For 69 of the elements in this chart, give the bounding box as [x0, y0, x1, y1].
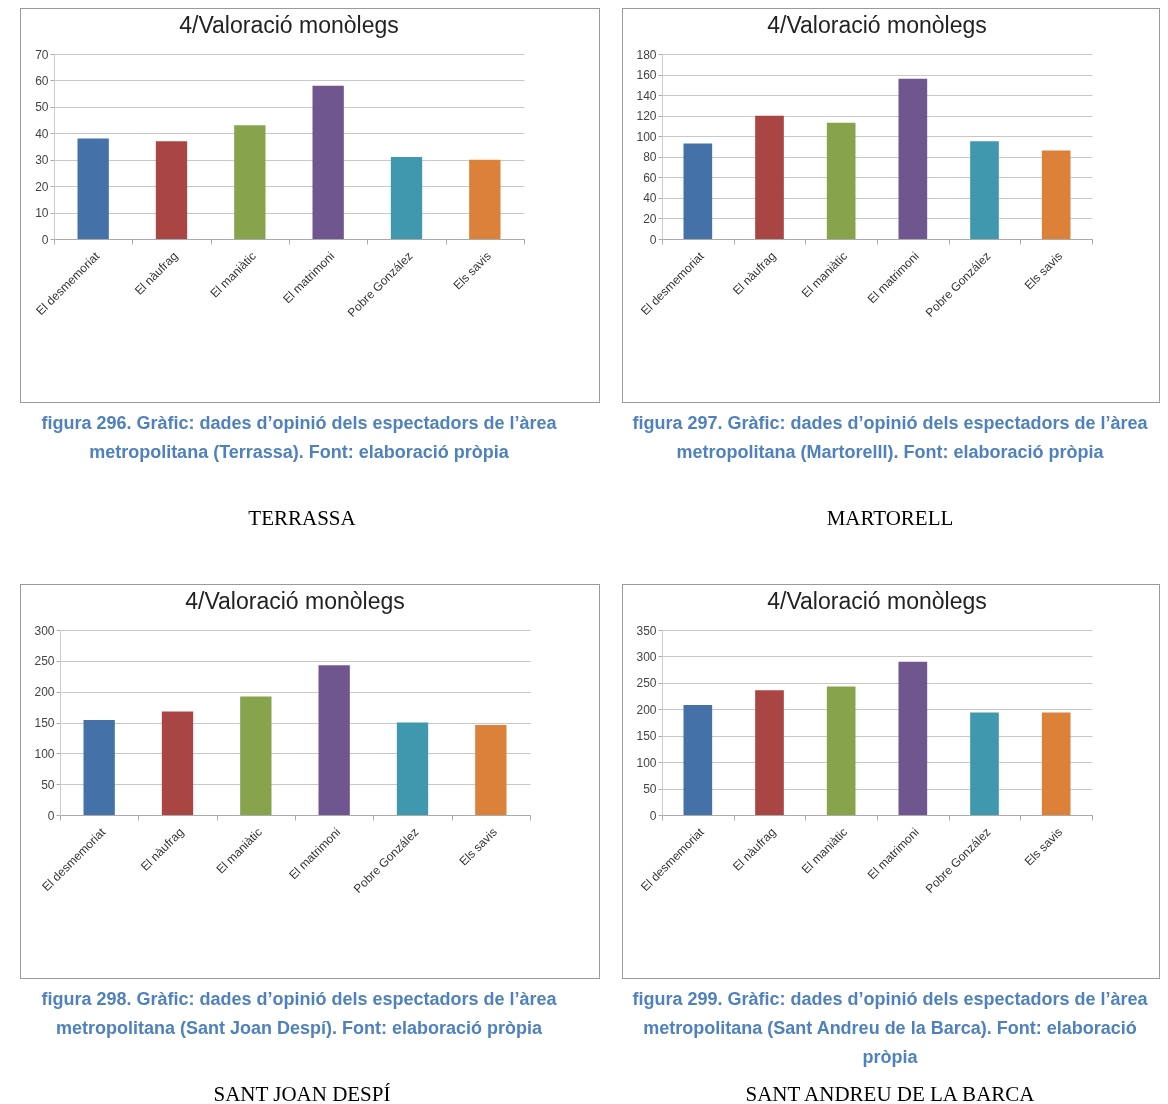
text: TERRASSA	[247, 506, 357, 530]
bar	[396, 722, 429, 815]
y-tick-label: 200	[34, 685, 55, 700]
bar	[469, 159, 501, 239]
y-tick-label: 50	[643, 782, 657, 797]
y-tick-label: 20	[35, 179, 49, 194]
y-tick-label: 30	[35, 153, 49, 168]
bar	[83, 720, 115, 815]
bar	[970, 141, 999, 239]
text: MARTORELL	[825, 506, 955, 530]
y-tick-label: 120	[636, 109, 657, 124]
text: figura 297. Gràfic: dades d’opinió dels espectadors de l’àrea metropolitana (Martorelll). Font: elaboració pròpia	[631, 412, 1149, 464]
bar	[898, 661, 928, 815]
bar	[77, 138, 109, 239]
text: figura 296. Gràfic: dades d’opinió dels espectadors de l’àrea metropolitana (Terrassa). Font: elaboració pròpia	[40, 412, 558, 464]
bar	[755, 690, 784, 815]
y-tick-label: 180	[636, 47, 657, 62]
bar	[155, 141, 188, 239]
y-tick-label: 20	[643, 211, 657, 226]
chart-title: 4/Valoració monòlegs	[767, 12, 987, 38]
bar	[683, 705, 713, 815]
bar	[390, 157, 423, 239]
y-tick-label: 0	[41, 232, 49, 247]
text: figura 299. Gràfic: dades d’opinió dels espectadors de l’àrea metropolitana (Sant Andreu de la Barca). Font: elaboració pròpia	[631, 988, 1149, 1069]
bar	[161, 711, 194, 815]
bar	[234, 125, 266, 239]
y-tick-label: 60	[35, 73, 49, 88]
y-tick-label: 50	[35, 100, 49, 115]
y-tick-label: 160	[636, 68, 657, 83]
y-tick-label: 250	[34, 654, 55, 669]
bar	[898, 78, 928, 239]
bar	[970, 712, 999, 815]
text: SANT JOAN DESPÍ	[212, 1082, 392, 1104]
y-tick-label: 10	[35, 206, 49, 221]
text: SANT ANDREU DE LA BARCA	[744, 1082, 1036, 1104]
bar	[755, 115, 784, 239]
y-tick-label: 350	[636, 623, 657, 638]
bar	[240, 696, 272, 815]
y-tick-label: 100	[34, 746, 55, 761]
y-tick-label: 200	[636, 702, 657, 717]
bar	[826, 122, 856, 239]
y-tick-label: 50	[41, 777, 55, 792]
bar	[1041, 712, 1071, 815]
chart-title: 4/Valoració monòlegs	[767, 588, 987, 614]
bar	[683, 143, 713, 239]
y-tick-label: 40	[643, 191, 657, 206]
y-tick-label: 250	[636, 676, 657, 691]
bar	[826, 686, 856, 815]
y-tick-label: 100	[636, 129, 657, 144]
y-tick-label: 40	[35, 126, 49, 141]
y-tick-label: 70	[35, 47, 49, 62]
y-tick-label: 150	[34, 716, 55, 730]
chart-title: 4/Valoració monòlegs	[185, 588, 405, 614]
y-tick-label: 80	[643, 150, 657, 165]
y-tick-label: 0	[47, 808, 55, 823]
bar	[318, 665, 350, 815]
y-tick-label: 60	[643, 170, 657, 185]
bar	[475, 724, 507, 815]
y-tick-label: 0	[649, 232, 657, 247]
chart-title: 4/Valoració monòlegs	[179, 12, 399, 38]
y-tick-label: 140	[636, 88, 657, 103]
y-tick-label: 300	[636, 649, 657, 664]
y-tick-label: 150	[636, 729, 657, 744]
y-tick-label: 100	[636, 755, 657, 770]
bar	[312, 85, 344, 239]
bar	[1041, 150, 1071, 239]
y-tick-label: 300	[34, 623, 55, 638]
y-tick-label: 0	[649, 808, 657, 823]
text: figura 298. Gràfic: dades d’opinió dels espectadors de l’àrea metropolitana (Sant Joan Despí). Font: elaboració pròpia	[40, 988, 558, 1040]
